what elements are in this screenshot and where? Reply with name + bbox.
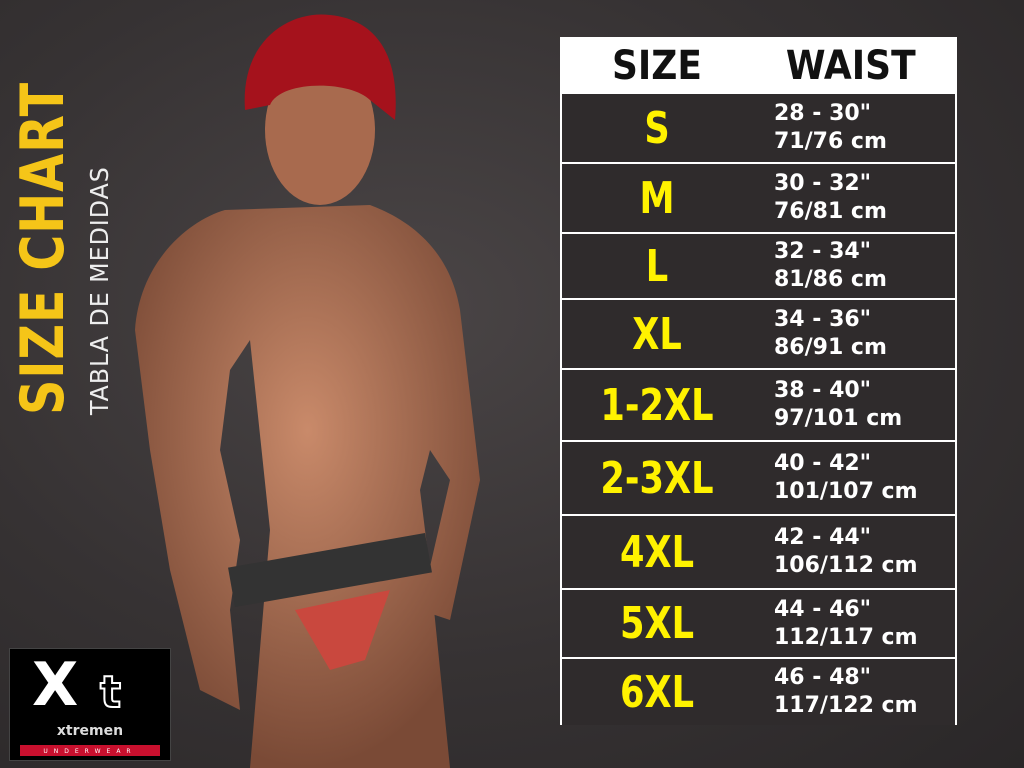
size-cell: 5XL	[619, 598, 695, 649]
waist-cm: 86/91 cm	[774, 335, 887, 360]
size-cell: S	[644, 102, 670, 154]
waist-cm: 81/86 cm	[774, 267, 887, 292]
waist-cm: 71/76 cm	[774, 129, 887, 154]
table-row: 5XL 44 - 46" 112/117 cm	[562, 590, 955, 657]
waist-inches: 44 - 46"	[774, 596, 872, 622]
size-cell: M	[639, 172, 675, 224]
model-photo	[135, 14, 480, 768]
logo-red-bar	[20, 745, 160, 756]
logo-tagline: UNDERWEAR	[43, 748, 136, 755]
waist-inches: 38 - 40"	[774, 378, 872, 403]
waist-cm: 106/112 cm	[774, 553, 918, 578]
waist-cell: 30 - 32" 76/81 cm	[752, 170, 887, 226]
size-cell: 4XL	[619, 526, 695, 578]
waist-inches: 42 - 44"	[774, 525, 872, 550]
waist-inches: 46 - 48"	[774, 665, 872, 690]
waist-cell: 34 - 36" 86/91 cm	[752, 306, 887, 362]
waist-inches: 28 - 30"	[774, 101, 872, 126]
waist-inches: 40 - 42"	[774, 451, 872, 476]
waist-inches: 30 - 32"	[774, 171, 872, 196]
table-row: S 28 - 30" 71/76 cm	[562, 94, 955, 162]
size-cell: 6XL	[619, 666, 695, 718]
waist-cm: 112/117 cm	[774, 624, 918, 650]
waist-inches: 34 - 36"	[774, 307, 872, 332]
brand-logo: X t xtremen UNDERWEAR	[9, 648, 171, 761]
briefs	[295, 590, 390, 670]
size-cell: 2-3XL	[600, 452, 714, 504]
waist-cm: 97/101 cm	[774, 406, 903, 431]
waist-cell: 42 - 44" 106/112 cm	[752, 524, 918, 580]
waist-cm: 101/107 cm	[774, 479, 918, 504]
waist-cell: 40 - 42" 101/107 cm	[752, 450, 918, 506]
size-cell: L	[645, 240, 669, 292]
table-row: 6XL 46 - 48" 117/122 cm	[562, 659, 955, 725]
waist-cell: 46 - 48" 117/122 cm	[752, 664, 918, 720]
logo-mark-x: X	[32, 650, 78, 720]
logo-mark-t: t	[100, 667, 121, 718]
table-header: SIZE WAIST	[562, 39, 955, 92]
table-row: M 30 - 32" 76/81 cm	[562, 164, 955, 232]
subtitle: TABLA DE MEDIDAS	[85, 166, 114, 415]
table-row: 1-2XL 38 - 40" 97/101 cm	[562, 370, 955, 440]
table-row: XL 34 - 36" 86/91 cm	[562, 300, 955, 368]
logo-brand: xtremen	[57, 723, 123, 739]
table-row: 4XL 42 - 44" 106/112 cm	[562, 516, 955, 588]
table-row: 2-3XL 40 - 42" 101/107 cm	[562, 442, 955, 514]
model-body	[135, 205, 480, 768]
table-row: L 32 - 34" 81/86 cm	[562, 234, 955, 298]
model-head	[265, 55, 375, 205]
size-cell: XL	[632, 308, 682, 360]
waist-cell: 32 - 34" 81/86 cm	[752, 238, 887, 294]
waist-cell: 44 - 46" 112/117 cm	[752, 596, 918, 652]
size-chart-title-block: SIZE CHART TABLA DE MEDIDAS	[4, 9, 118, 415]
helmet	[244, 14, 396, 120]
waist-cm: 117/122 cm	[774, 693, 918, 718]
waist-inches: 32 - 34"	[774, 239, 872, 264]
waist-cm: 76/81 cm	[774, 199, 887, 224]
header-waist: WAIST	[785, 42, 916, 89]
header-size: SIZE	[611, 42, 703, 89]
waist-cell: 28 - 30" 71/76 cm	[752, 100, 887, 156]
size-table: SIZE WAIST S 28 - 30" 71/76 cm M 30 - 32" 7…	[560, 37, 957, 725]
waist-cell: 38 - 40" 97/101 cm	[752, 377, 902, 433]
title: SIZE CHART	[8, 82, 78, 415]
waistband	[228, 532, 432, 608]
size-cell: 1-2XL	[600, 379, 714, 431]
